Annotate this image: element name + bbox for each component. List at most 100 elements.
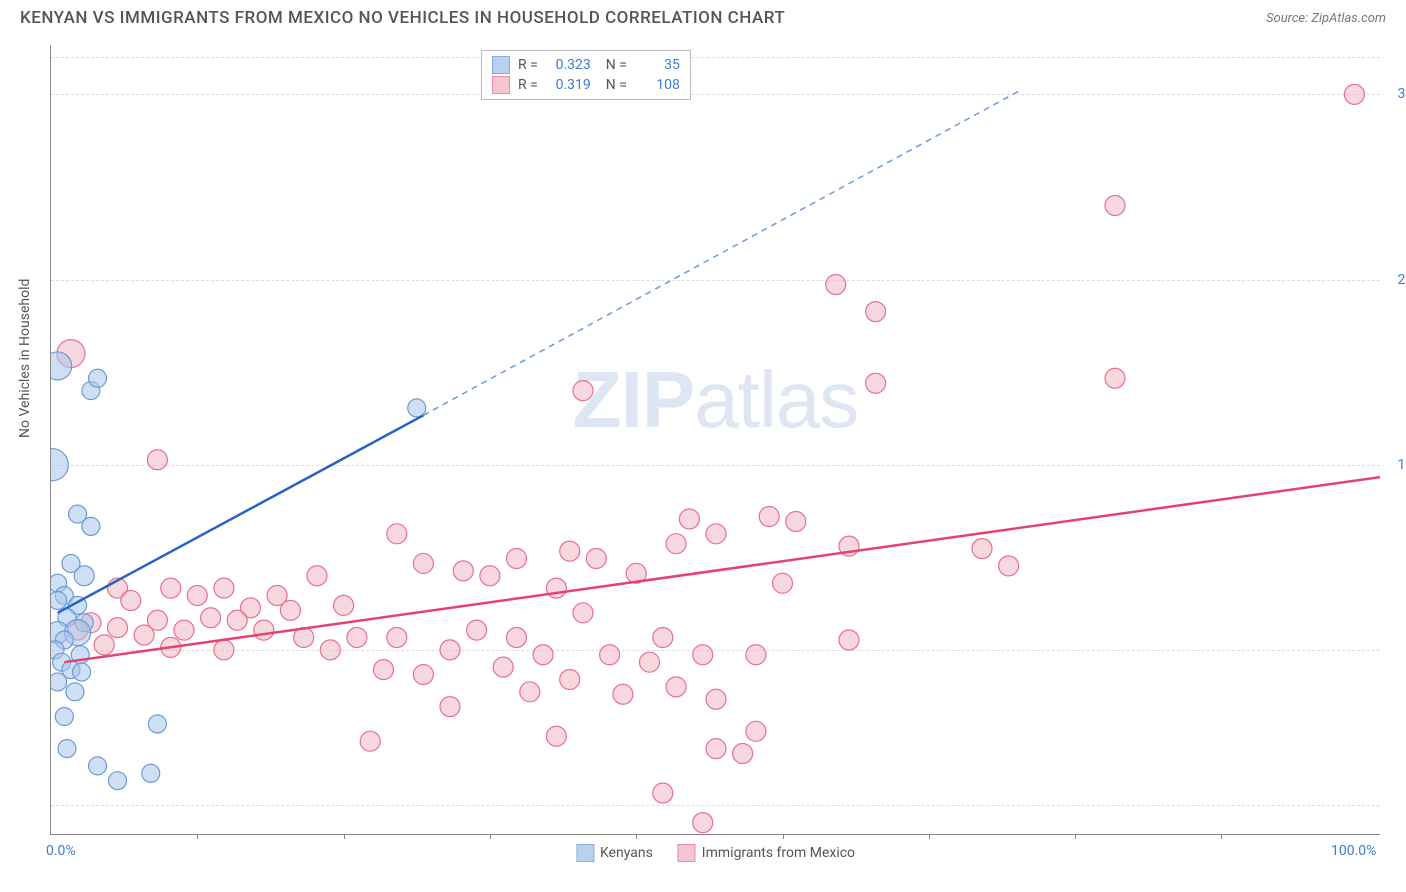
mexico-point — [147, 450, 167, 470]
mexico-point — [1344, 84, 1364, 104]
mexico-point — [560, 669, 580, 689]
mexico-point — [280, 600, 300, 620]
mexico-point — [187, 586, 207, 606]
x-tick — [1221, 834, 1222, 839]
bottom-legend: Kenyans Immigrants from Mexico — [576, 844, 855, 862]
mexico-point — [507, 628, 527, 648]
mexico-point — [746, 645, 766, 665]
x-tick — [929, 834, 930, 839]
r-value-mexico: 0.319 — [546, 77, 591, 93]
mexico-point — [679, 509, 699, 529]
mexico-point — [586, 549, 606, 569]
mexico-point — [613, 684, 633, 704]
x-tick — [344, 834, 345, 839]
mexico-point — [1105, 195, 1125, 215]
kenyans-point — [58, 740, 76, 758]
mexico-point — [320, 640, 340, 660]
kenyans-point — [66, 683, 84, 701]
mexico-point — [653, 783, 673, 803]
mexico-point — [387, 628, 407, 648]
mexico-point — [640, 652, 660, 672]
mexico-point — [546, 726, 566, 746]
mexico-point — [706, 689, 726, 709]
trend-kenyans-solid — [58, 415, 424, 613]
mexico-point — [706, 739, 726, 759]
mexico-point — [214, 578, 234, 598]
mexico-point — [666, 677, 686, 697]
kenyans-point — [89, 369, 107, 387]
n-value-kenyans: 35 — [635, 57, 680, 73]
swatch-mexico-bottom — [678, 844, 696, 862]
mexico-point — [972, 539, 992, 559]
x-tick-label: 0.0% — [46, 843, 76, 859]
mexico-point — [254, 620, 274, 640]
mexico-point — [666, 534, 686, 554]
kenyans-point — [148, 715, 166, 733]
x-tick — [490, 834, 491, 839]
mexico-point — [334, 595, 354, 615]
y-tick-label: 30.0% — [1385, 86, 1406, 102]
kenyans-point — [51, 449, 68, 481]
mexico-point — [866, 373, 886, 393]
legend-label-mexico: Immigrants from Mexico — [702, 845, 855, 861]
mexico-point — [493, 657, 513, 677]
kenyans-point — [62, 554, 80, 572]
kenyans-point — [55, 708, 73, 726]
r-value-kenyans: 0.323 — [546, 57, 591, 73]
mexico-point — [560, 541, 580, 561]
mexico-point — [413, 553, 433, 573]
source-label: Source: ZipAtlas.com — [1266, 11, 1386, 26]
mexico-point — [653, 628, 673, 648]
legend-item-kenyans: Kenyans — [576, 844, 653, 862]
mexico-point — [174, 620, 194, 640]
mexico-point — [387, 524, 407, 544]
kenyans-point — [408, 399, 426, 417]
mexico-point — [453, 561, 473, 581]
kenyans-point — [109, 772, 127, 790]
kenyans-point — [142, 764, 160, 782]
mexico-point — [440, 697, 460, 717]
mexico-point — [786, 511, 806, 531]
mexico-point — [773, 573, 793, 593]
legend-row-kenyans: R = 0.323 N = 35 — [492, 55, 680, 75]
swatch-kenyans — [492, 56, 510, 74]
mexico-point — [573, 381, 593, 401]
n-value-mexico: 108 — [635, 77, 680, 93]
mexico-point — [360, 731, 380, 751]
mexico-point — [866, 302, 886, 322]
kenyans-point — [51, 673, 67, 691]
chart-area: ZIPatlas R = 0.323 N = 35 R = 0.319 N = … — [50, 45, 1380, 835]
mexico-point — [201, 608, 221, 628]
y-tick-label: 22.5% — [1385, 272, 1406, 288]
mexico-point — [520, 682, 540, 702]
mexico-point — [161, 578, 181, 598]
trend-kenyans-dash — [423, 89, 1022, 415]
x-tick — [636, 834, 637, 839]
header: KENYAN VS IMMIGRANTS FROM MEXICO NO VEHI… — [0, 0, 1406, 32]
chart-title: KENYAN VS IMMIGRANTS FROM MEXICO NO VEHI… — [20, 8, 785, 28]
mexico-point — [134, 625, 154, 645]
kenyans-point — [89, 757, 107, 775]
y-tick-label: 7.5% — [1385, 642, 1406, 658]
swatch-kenyans-bottom — [576, 844, 594, 862]
mexico-point — [1105, 368, 1125, 388]
legend-label-kenyans: Kenyans — [600, 845, 653, 861]
mexico-point — [746, 721, 766, 741]
mexico-point — [826, 274, 846, 294]
mexico-point — [121, 590, 141, 610]
x-tick — [783, 834, 784, 839]
correlation-legend: R = 0.323 N = 35 R = 0.319 N = 108 — [481, 50, 691, 100]
scatter-plot-svg — [51, 45, 1380, 834]
trend-mexico — [64, 477, 1380, 662]
mexico-point — [440, 640, 460, 660]
mexico-point — [227, 610, 247, 630]
legend-row-mexico: R = 0.319 N = 108 — [492, 75, 680, 95]
mexico-point — [533, 645, 553, 665]
mexico-point — [94, 635, 114, 655]
mexico-point — [374, 660, 394, 680]
kenyans-point — [73, 663, 91, 681]
mexico-point — [214, 640, 234, 660]
swatch-mexico — [492, 76, 510, 94]
mexico-point — [573, 603, 593, 623]
mexico-point — [759, 507, 779, 527]
